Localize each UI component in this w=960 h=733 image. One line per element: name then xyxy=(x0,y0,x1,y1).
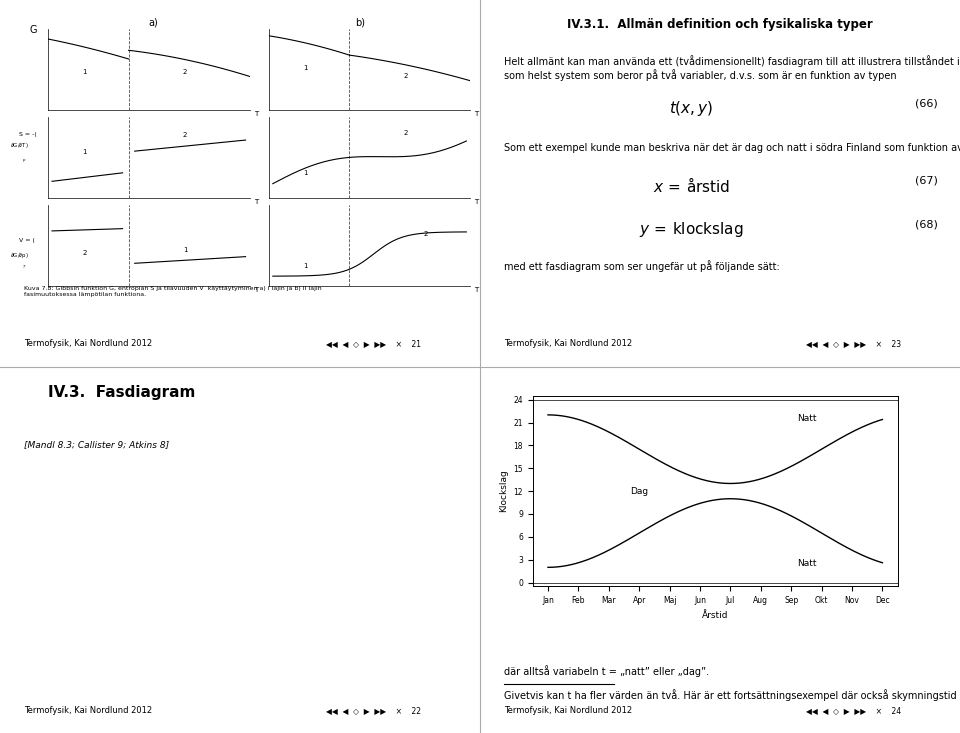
Text: 2: 2 xyxy=(183,133,187,139)
Text: $\partial$G/$\partial$T): $\partial$G/$\partial$T) xyxy=(10,139,29,150)
Text: 1: 1 xyxy=(302,263,307,269)
Text: G: G xyxy=(30,25,37,35)
Text: Termofysik, Kai Nordlund 2012: Termofysik, Kai Nordlund 2012 xyxy=(504,339,632,348)
Text: S = -(: S = -( xyxy=(19,132,36,136)
Text: ◀◀  ◀  ◇  ▶  ▶▶    ×    24: ◀◀ ◀ ◇ ▶ ▶▶ × 24 xyxy=(806,706,901,715)
Text: T: T xyxy=(253,287,258,293)
Text: (66): (66) xyxy=(915,99,938,109)
Text: a): a) xyxy=(149,18,158,28)
Text: 2: 2 xyxy=(424,231,428,237)
Text: Som ett exempel kunde man beskriva när det är dag och natt i södra Finland som f: Som ett exempel kunde man beskriva när d… xyxy=(504,143,960,153)
Text: (68): (68) xyxy=(915,220,938,230)
Text: (67): (67) xyxy=(915,176,938,186)
Text: 1: 1 xyxy=(82,149,86,155)
X-axis label: Årstid: Årstid xyxy=(702,611,729,619)
Text: där alltså variabeln t = „natt” eller „dag”.: där alltså variabeln t = „natt” eller „d… xyxy=(504,666,709,677)
Text: 1: 1 xyxy=(302,65,307,70)
Text: T: T xyxy=(474,111,479,117)
Text: Helt allmänt kan man använda ett (tvådimensionellt) fasdiagram till att illustre: Helt allmänt kan man använda ett (tvådim… xyxy=(504,55,960,81)
Text: 2: 2 xyxy=(83,250,86,257)
Text: $_p$: $_p$ xyxy=(19,158,27,165)
Text: Dag: Dag xyxy=(630,487,648,496)
Text: Termofysik, Kai Nordlund 2012: Termofysik, Kai Nordlund 2012 xyxy=(24,339,152,348)
Text: V = (: V = ( xyxy=(19,238,36,243)
Text: 1: 1 xyxy=(302,170,307,177)
Text: T: T xyxy=(474,199,479,205)
Text: med ett fasdiagram som ser ungefär ut på följande sätt:: med ett fasdiagram som ser ungefär ut på… xyxy=(504,260,780,272)
Text: ◀◀  ◀  ◇  ▶  ▶▶    ×    21: ◀◀ ◀ ◇ ▶ ▶▶ × 21 xyxy=(326,339,421,348)
Text: Givetvis kan t ha fler värden än två. Här är ett fortsättningsexempel där också : Givetvis kan t ha fler värden än två. Hä… xyxy=(504,689,960,701)
Text: Termofysik, Kai Nordlund 2012: Termofysik, Kai Nordlund 2012 xyxy=(504,706,632,715)
Text: $\partial$G/$\partial$p): $\partial$G/$\partial$p) xyxy=(10,249,29,259)
Text: $y\,=\,\mathsf{klockslag}$: $y\,=\,\mathsf{klockslag}$ xyxy=(639,220,743,239)
Text: Natt: Natt xyxy=(797,414,816,423)
Text: 1: 1 xyxy=(82,69,86,75)
Text: Natt: Natt xyxy=(797,559,816,568)
Y-axis label: Klockslag: Klockslag xyxy=(499,470,508,512)
Text: IV.3.  Fasdiagram: IV.3. Fasdiagram xyxy=(48,385,196,399)
Text: Kuva 7.8: Gibbsin funktion G, entropian S ja tilavuuden V  käyttäytyminen a) I l: Kuva 7.8: Gibbsin funktion G, entropian … xyxy=(24,286,322,297)
Text: [Mandl 8.3; Callister 9; Atkins 8]: [Mandl 8.3; Callister 9; Atkins 8] xyxy=(24,440,169,449)
Text: ◀◀  ◀  ◇  ▶  ▶▶    ×    22: ◀◀ ◀ ◇ ▶ ▶▶ × 22 xyxy=(326,706,421,715)
Text: T: T xyxy=(253,111,258,117)
Text: 1: 1 xyxy=(182,247,187,253)
Text: T: T xyxy=(253,199,258,205)
Text: b): b) xyxy=(355,18,365,28)
Text: 2: 2 xyxy=(183,69,187,75)
Text: $t(x, y)$: $t(x, y)$ xyxy=(669,99,713,118)
Text: $x\,=\,\mathsf{\aa rstid}$: $x\,=\,\mathsf{\aa rstid}$ xyxy=(653,176,730,195)
Text: T: T xyxy=(474,287,479,293)
Text: $_T$: $_T$ xyxy=(19,263,28,270)
Text: 2: 2 xyxy=(404,73,408,78)
Text: ◀◀  ◀  ◇  ▶  ▶▶    ×    23: ◀◀ ◀ ◇ ▶ ▶▶ × 23 xyxy=(806,339,901,348)
Text: 2: 2 xyxy=(404,130,408,136)
Text: Termofysik, Kai Nordlund 2012: Termofysik, Kai Nordlund 2012 xyxy=(24,706,152,715)
Text: IV.3.1.  Allmän definition och fysikaliska typer: IV.3.1. Allmän definition och fysikalisk… xyxy=(567,18,873,32)
